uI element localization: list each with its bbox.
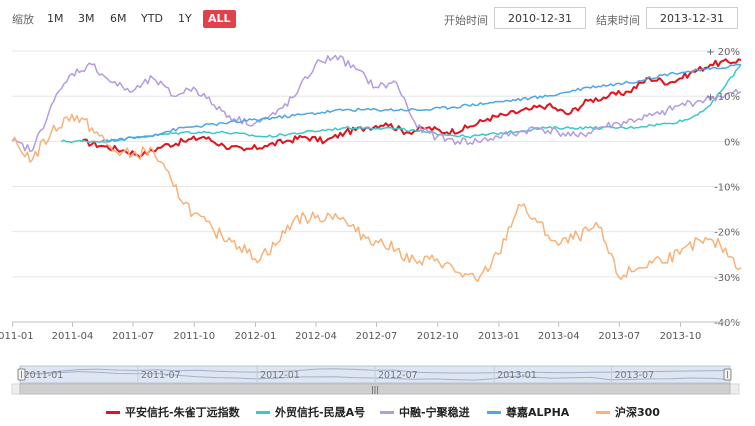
navigator-series	[19, 371, 731, 381]
scrollbar-thumb[interactable]	[19, 383, 731, 395]
zoom-3m-button[interactable]: 3M	[78, 12, 95, 25]
start-date-input[interactable]: 2010-12-31	[494, 7, 586, 29]
x-tick-label: 2013-10	[660, 331, 702, 342]
x-tick-label: 2011-01	[0, 331, 34, 342]
end-date-input[interactable]: 2013-12-31	[646, 7, 738, 29]
y-tick-label: -40%	[714, 318, 740, 329]
legend-item-series-3[interactable]: 中融-宁聚稳进	[380, 402, 470, 424]
legend-item-series-1[interactable]: 平安信托-朱雀丁远指数	[106, 402, 240, 424]
navigator-label: 2013-07	[614, 370, 654, 381]
axes: + 20% + 10% 0% -10% -20% -30% -40% 2011-01 2011-…	[0, 47, 741, 342]
legend-swatch	[596, 410, 610, 414]
range-toolbar: 缩放 1M 3M 6M YTD 1Y ALL 开始时间 2010-12-31 结…	[0, 0, 755, 36]
zoom-label: 缩放	[12, 13, 34, 26]
legend-swatch	[487, 410, 501, 414]
x-tick-label: 2011-07	[112, 331, 154, 342]
series-line	[11, 54, 742, 153]
zoom-ytd-button[interactable]: YTD	[141, 12, 163, 25]
line-chart: + 20%+ 10%0%-10%-20%-30%-40%2011-012011-…	[0, 47, 742, 395]
start-date-label: 开始时间	[444, 14, 488, 27]
legend-item-series-2[interactable]: 外贸信托-民晟A号	[256, 402, 365, 424]
navigator-series	[19, 368, 731, 375]
scrollbar-grip: |||	[371, 385, 379, 394]
legend-item-series-4[interactable]: 尊嘉ALPHA	[487, 402, 569, 424]
navigator-label: 2011-07	[141, 370, 181, 381]
legend-label: 平安信托-朱雀丁远指数	[125, 406, 240, 419]
navigator-label: 2013-01	[497, 370, 537, 381]
x-tick-label: 2013-01	[478, 331, 520, 342]
zoom-1y-button[interactable]: 1Y	[178, 12, 192, 25]
x-tick-label: 2011-04	[52, 331, 94, 342]
x-tick-label: 2012-01	[235, 331, 277, 342]
legend-label: 沪深300	[615, 406, 660, 419]
x-tick-label: 2012-10	[417, 331, 459, 342]
legend: 平安信托-朱雀丁远指数 外贸信托-民晟A号 中融-宁聚稳进 尊嘉ALPHA 沪深…	[0, 402, 755, 424]
series-layer	[11, 54, 742, 283]
legend-swatch	[380, 410, 394, 414]
y-tick-label: -20%	[714, 228, 740, 239]
end-date-label: 结束时间	[596, 14, 640, 27]
legend-item-series-5[interactable]: 沪深300	[596, 402, 660, 424]
zoom-all-button[interactable]: ALL	[203, 10, 236, 28]
series-line	[81, 58, 742, 159]
legend-swatch	[106, 410, 120, 414]
navigator-label: 2012-07	[378, 370, 418, 381]
x-tick-label: 2012-04	[295, 331, 337, 342]
y-tick-label: + 20%	[706, 47, 740, 58]
navigator-label: 2012-01	[260, 370, 300, 381]
zoom-1m-button[interactable]: 1M	[47, 12, 64, 25]
x-tick-label: 2011-10	[173, 331, 215, 342]
x-tick-label: 2013-04	[538, 331, 580, 342]
navigator-label: 2011-01	[24, 370, 64, 381]
navigator[interactable]: 2011-01 2011-07 2012-01 2012-07 2013-01 2013-…	[11, 365, 740, 395]
legend-label: 中融-宁聚稳进	[399, 406, 470, 419]
zoom-6m-button[interactable]: 6M	[110, 12, 127, 25]
y-tick-label: 0%	[724, 137, 740, 148]
y-tick-label: -30%	[714, 273, 740, 284]
legend-label: 外贸信托-民晟A号	[275, 406, 366, 419]
legend-label: 尊嘉ALPHA	[506, 406, 570, 419]
series-line	[101, 63, 742, 143]
series-line	[60, 64, 742, 144]
x-tick-label: 2012-07	[356, 331, 398, 342]
legend-swatch	[256, 410, 270, 414]
series-line	[11, 113, 742, 283]
x-tick-label: 2013-07	[598, 331, 640, 342]
y-tick-label: + 10%	[706, 92, 740, 103]
y-tick-label: -10%	[714, 183, 740, 194]
